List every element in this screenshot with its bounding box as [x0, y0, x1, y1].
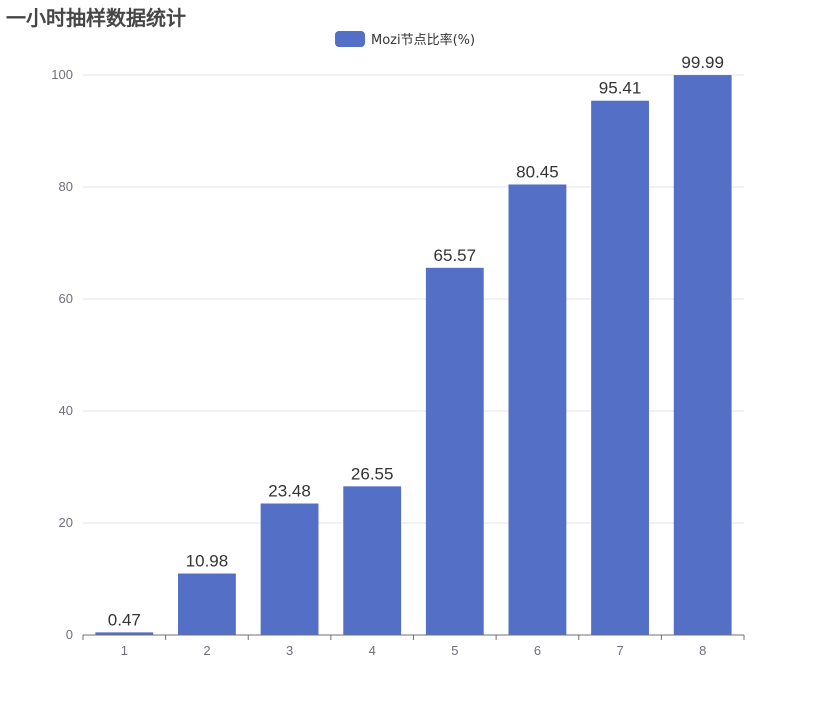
x-tick-label: 8: [699, 643, 706, 658]
bars: [95, 75, 732, 636]
y-tick-label: 20: [59, 515, 73, 530]
bar: [95, 632, 154, 635]
x-tick-label: 2: [203, 643, 210, 658]
x-tick-label: 5: [451, 643, 458, 658]
y-axis: 0 20 40 60 80 100: [51, 67, 73, 642]
data-labels: 0.47 10.98 23.48 26.55 65.57 80.45 95.41 99.99: [108, 53, 724, 629]
legend-label: Mozi节点比率(%): [371, 32, 475, 48]
data-label: 0.47: [108, 610, 141, 629]
chart-title: 一小时抽样数据统计: [6, 6, 186, 30]
data-label: 10.98: [186, 552, 229, 571]
y-tick-label: 100: [51, 67, 73, 82]
y-tick-label: 0: [66, 627, 73, 642]
data-label: 95.41: [599, 79, 642, 98]
data-label: 26.55: [351, 464, 394, 483]
x-axis: 1 2 3 4 5 6 7 8: [82, 634, 745, 658]
y-tick-label: 60: [59, 291, 73, 306]
bar: [591, 100, 649, 636]
legend-swatch: [335, 31, 365, 47]
bar: [673, 75, 732, 635]
y-tick-label: 80: [59, 179, 73, 194]
y-tick-label: 40: [59, 403, 73, 418]
x-tick-label: 3: [286, 643, 293, 658]
x-tick-label: 1: [121, 643, 128, 658]
bar: [260, 503, 319, 635]
data-label: 80.45: [516, 162, 559, 181]
x-tick-label: 6: [534, 643, 541, 658]
legend[interactable]: Mozi节点比率(%): [335, 31, 475, 48]
bar: [425, 267, 484, 635]
data-label: 65.57: [434, 246, 477, 265]
x-tick-label: 4: [369, 643, 376, 658]
x-tick-label: 7: [616, 643, 623, 658]
data-label: 99.99: [681, 53, 724, 72]
data-label: 23.48: [268, 482, 311, 501]
bar: [508, 184, 567, 636]
bar: [178, 573, 236, 635]
bar: [343, 486, 402, 635]
